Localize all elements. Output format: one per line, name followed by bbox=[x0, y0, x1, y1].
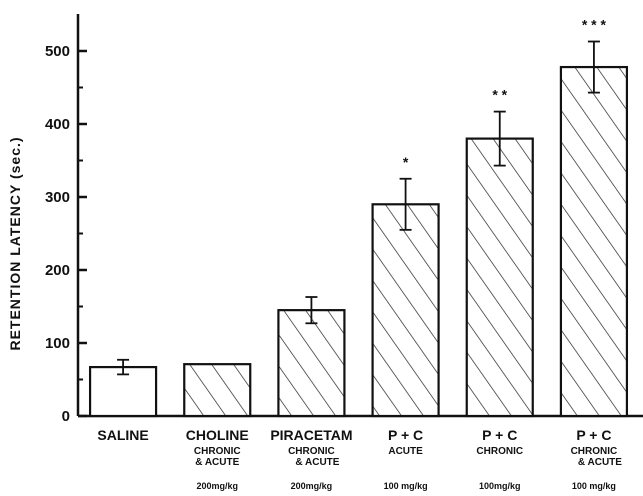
category-label: CHOLINE bbox=[186, 427, 249, 443]
category-dose-label: 200mg/kg bbox=[291, 481, 333, 491]
bars: * * * * * * bbox=[88, 17, 629, 418]
category-label: P + C bbox=[388, 427, 423, 443]
bar bbox=[371, 203, 440, 418]
y-tick-label: 0 bbox=[62, 408, 70, 425]
y-tick-label: 300 bbox=[45, 189, 70, 206]
category-label: P + C bbox=[576, 427, 611, 443]
y-tick-label: 400 bbox=[45, 116, 70, 133]
category-dose-label: 200mg/kg bbox=[196, 481, 238, 491]
category-dose-label: 100mg/kg bbox=[479, 481, 521, 491]
bar bbox=[465, 137, 534, 418]
category-label: CHRONIC bbox=[476, 446, 523, 457]
category-label: SALINE bbox=[97, 427, 148, 443]
bar bbox=[183, 363, 252, 418]
axes: 0 100 200 300 400 500 RETENTION LATENCY (sec.) bbox=[7, 14, 643, 425]
bar bbox=[277, 309, 346, 418]
category-label: & ACUTE bbox=[195, 457, 239, 468]
bar bbox=[559, 65, 629, 418]
category-dose-label: 100 mg/kg bbox=[572, 481, 616, 491]
category-label: CHRONIC bbox=[571, 446, 618, 457]
significance-label: * * * bbox=[582, 17, 607, 33]
category-label: P + C bbox=[482, 427, 517, 443]
y-axis-title: RETENTION LATENCY (sec.) bbox=[7, 136, 23, 350]
category-dose-label: 100 mg/kg bbox=[384, 481, 428, 491]
category-label: & ACUTE bbox=[578, 457, 622, 468]
y-tick-label: 500 bbox=[45, 43, 70, 60]
y-tick-label: 200 bbox=[45, 262, 70, 279]
significance-label: * * bbox=[492, 87, 507, 103]
category-label: ACUTE bbox=[388, 446, 423, 457]
y-tick-label: 100 bbox=[45, 335, 70, 352]
category-label: CHRONIC bbox=[194, 446, 241, 457]
category-label: PIRACETAM bbox=[270, 427, 352, 443]
significance-label: * bbox=[403, 154, 409, 170]
category-label: & ACUTE bbox=[295, 457, 339, 468]
category-label: CHRONIC bbox=[288, 446, 335, 457]
